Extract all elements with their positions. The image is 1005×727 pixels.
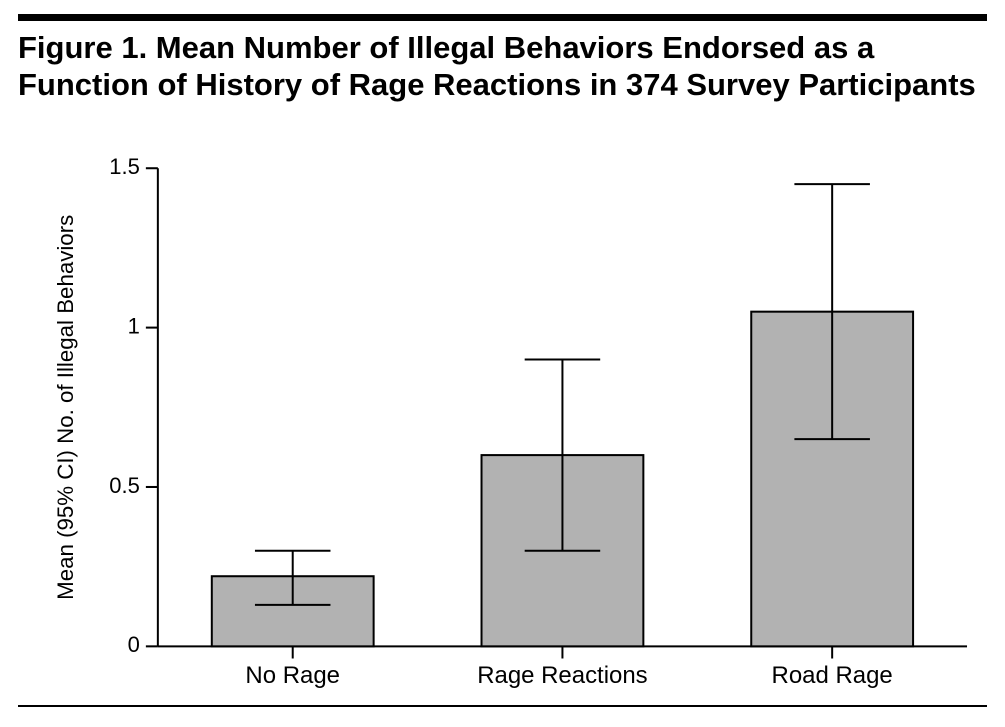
y-tick-label: 1.5 [109,154,140,179]
y-axis-label: Mean (95% CI) No. of Illegal Behaviors [53,215,78,600]
chart-area: 0 0.5 1 1.5 Mean (95% CI) No. of Illegal Beh… [18,150,987,697]
y-tick-label: 0.5 [109,473,140,498]
figure-title: Figure 1. Mean Number of Illegal Behavio… [18,30,987,103]
x-tick-label: Road Rage [772,662,893,689]
x-tick-label: No Rage [245,662,340,689]
bottom-rule [18,705,987,707]
figure-container: Figure 1. Mean Number of Illegal Behavio… [0,0,1005,727]
y-tick-label: 1 [128,313,140,338]
y-tick-label: 0 [128,632,140,657]
x-tick-label: Rage Reactions [477,662,647,689]
bar-chart: 0 0.5 1 1.5 Mean (95% CI) No. of Illegal Beh… [18,150,987,697]
top-rule [18,14,987,21]
